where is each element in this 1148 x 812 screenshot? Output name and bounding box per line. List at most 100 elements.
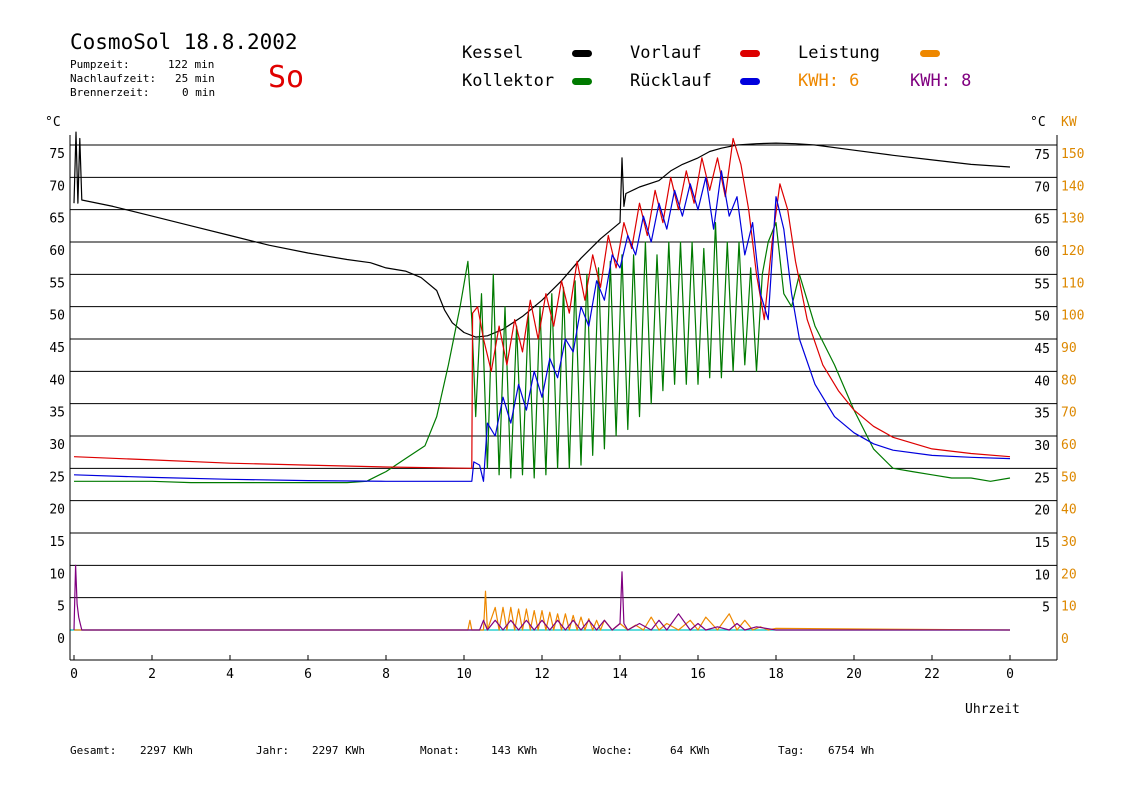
y-tick-kw-120: 120 <box>1061 244 1084 259</box>
gesamt-value: 2297 KWh <box>140 744 193 757</box>
legend-kollektor: Kollektor <box>462 71 555 91</box>
x-tick-1: 2 <box>148 667 156 682</box>
y-tick-left-0: 0 <box>57 632 65 647</box>
y-tick-kw-50: 50 <box>1061 470 1077 485</box>
y-tick-right-50: 50 <box>1034 310 1050 325</box>
y-tick-kw-150: 150 <box>1061 147 1084 162</box>
legend-kessel-swatch <box>572 50 592 57</box>
y-tick-kw-10: 10 <box>1061 600 1077 615</box>
jahr-label: Jahr: <box>256 744 290 757</box>
y-tick-left-65: 65 <box>49 212 65 227</box>
x-tick-10: 20 <box>846 667 862 682</box>
axis-layer: 0510152025303540455055606570755101520253… <box>49 134 1084 682</box>
y-tick-left-40: 40 <box>49 373 65 388</box>
nachlaufzeit-value: 25 min <box>175 72 215 85</box>
y-tick-kw-110: 110 <box>1061 276 1084 291</box>
x-tick-2: 4 <box>226 667 234 682</box>
y-tick-left-30: 30 <box>49 438 65 453</box>
legend-ruecklauf: Rücklauf <box>630 71 712 91</box>
series-leistung <box>74 590 1011 631</box>
pumpzeit-label: Pumpzeit: <box>70 58 130 71</box>
x-tick-5: 10 <box>456 667 472 682</box>
brennerzeit-label: Brennerzeit: <box>70 86 150 99</box>
weekday-label: So <box>268 60 305 95</box>
series-r-cklauf <box>73 170 1011 482</box>
kw-axis-unit: KW <box>1061 115 1077 130</box>
y-tick-right-10: 10 <box>1034 568 1050 583</box>
y-tick-right-20: 20 <box>1034 504 1050 519</box>
left-axis-unit: °C <box>45 115 61 130</box>
y-tick-kw-0: 0 <box>1061 632 1069 647</box>
y-tick-kw-130: 130 <box>1061 212 1084 227</box>
y-tick-left-55: 55 <box>49 276 65 291</box>
series-layer <box>70 131 1011 631</box>
x-tick-11: 22 <box>924 667 940 682</box>
y-tick-right-5: 5 <box>1042 601 1050 616</box>
y-tick-kw-90: 90 <box>1061 341 1077 356</box>
woche-value: 64 KWh <box>670 744 710 757</box>
y-tick-left-10: 10 <box>49 567 65 582</box>
y-tick-right-75: 75 <box>1034 148 1050 163</box>
y-tick-right-30: 30 <box>1034 439 1050 454</box>
x-tick-7: 14 <box>612 667 628 682</box>
y-tick-right-65: 65 <box>1034 213 1050 228</box>
y-tick-kw-60: 60 <box>1061 438 1077 453</box>
legend-kwh-purple: KWH: 8 <box>910 71 972 91</box>
y-tick-right-35: 35 <box>1034 407 1050 422</box>
y-tick-left-70: 70 <box>49 179 65 194</box>
y-tick-left-50: 50 <box>49 309 65 324</box>
nachlaufzeit-label: Nachlaufzeit: <box>70 72 157 85</box>
legend-leistung-swatch <box>920 50 940 57</box>
monat-value: 143 KWh <box>491 744 538 757</box>
y-tick-right-15: 15 <box>1034 536 1050 551</box>
y-tick-right-25: 25 <box>1034 471 1050 486</box>
y-tick-right-40: 40 <box>1034 374 1050 389</box>
y-tick-left-25: 25 <box>49 470 65 485</box>
series-kessel <box>73 131 1011 338</box>
monat-label: Monat: <box>420 744 460 757</box>
y-tick-right-55: 55 <box>1034 277 1050 292</box>
y-tick-kw-80: 80 <box>1061 373 1077 388</box>
x-tick-12: 0 <box>1006 667 1014 682</box>
y-tick-left-60: 60 <box>49 244 65 259</box>
y-tick-left-15: 15 <box>49 535 65 550</box>
legend-ruecklauf-swatch <box>740 78 760 85</box>
y-tick-kw-70: 70 <box>1061 406 1077 421</box>
brennerzeit-value: 0 min <box>182 86 216 99</box>
legend-leistung: Leistung <box>798 43 880 63</box>
x-tick-3: 6 <box>304 667 312 682</box>
pumpzeit-value: 122 min <box>168 58 215 71</box>
x-tick-8: 16 <box>690 667 706 682</box>
x-tick-9: 18 <box>768 667 784 682</box>
y-tick-left-5: 5 <box>57 600 65 615</box>
y-tick-kw-100: 100 <box>1061 309 1084 324</box>
y-tick-left-20: 20 <box>49 503 65 518</box>
y-tick-kw-140: 140 <box>1061 179 1084 194</box>
jahr-value: 2297 KWh <box>312 744 365 757</box>
legend-kwh-orange: KWH: 6 <box>798 71 860 91</box>
series-kollektor <box>74 222 1011 484</box>
gesamt-label: Gesamt: <box>70 744 117 757</box>
x-tick-6: 12 <box>534 667 550 682</box>
y-tick-kw-20: 20 <box>1061 567 1077 582</box>
x-tick-4: 8 <box>382 667 390 682</box>
y-tick-right-60: 60 <box>1034 245 1050 260</box>
legend-kollektor-swatch <box>572 78 592 85</box>
tag-label: Tag: <box>778 744 805 757</box>
legend-kessel: Kessel <box>462 43 524 63</box>
woche-label: Woche: <box>593 744 633 757</box>
series-kwh-8 <box>73 564 1010 631</box>
y-tick-right-70: 70 <box>1034 180 1050 195</box>
y-tick-right-45: 45 <box>1034 342 1050 357</box>
legend-vorlauf: Vorlauf <box>630 43 702 63</box>
tag-value: 6754 Wh <box>828 744 875 757</box>
grid-layer <box>70 144 1057 599</box>
x-tick-0: 0 <box>70 667 78 682</box>
y-tick-kw-40: 40 <box>1061 503 1077 518</box>
y-tick-left-75: 75 <box>49 147 65 162</box>
y-tick-left-35: 35 <box>49 406 65 421</box>
y-tick-left-45: 45 <box>49 341 65 356</box>
y-tick-kw-30: 30 <box>1061 535 1077 550</box>
right-axis-unit: °C <box>1030 115 1046 130</box>
